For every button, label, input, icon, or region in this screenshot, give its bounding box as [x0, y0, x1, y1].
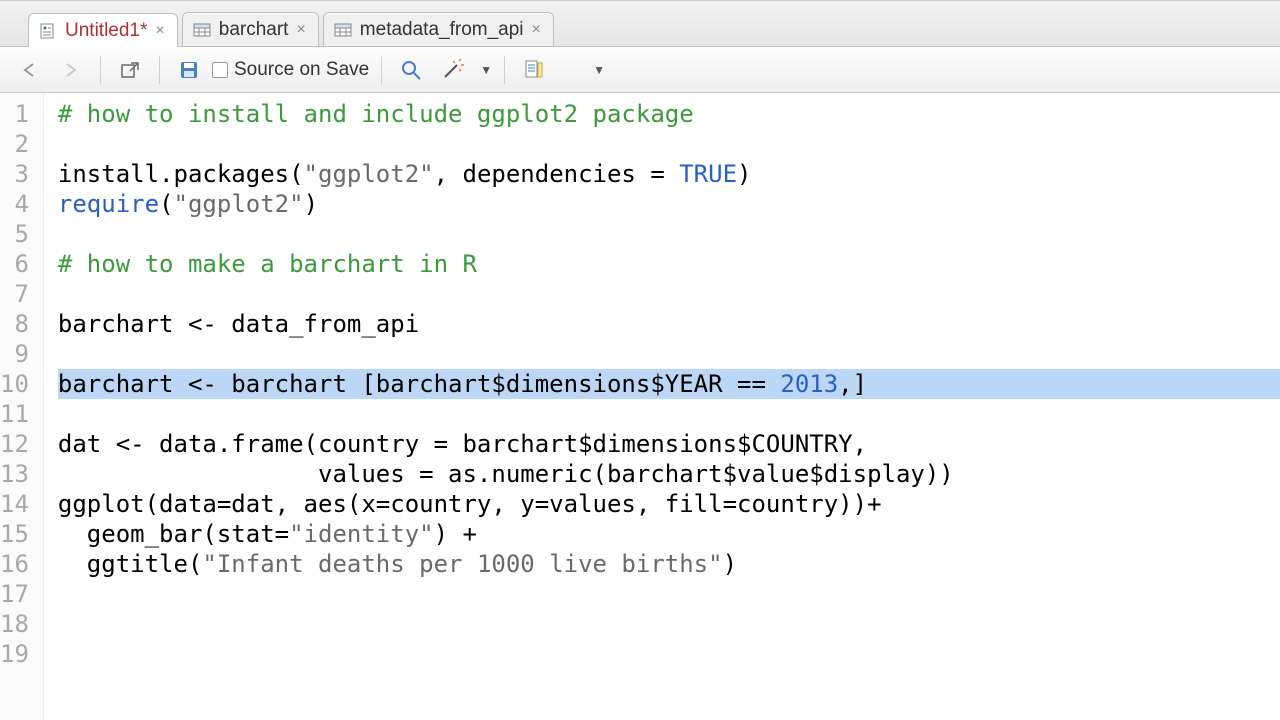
code-area[interactable]: # how to install and include ggplot2 pac…: [44, 93, 1280, 720]
code-line[interactable]: [58, 279, 1280, 309]
code-line[interactable]: dat <- data.frame(country = barchart$dim…: [58, 429, 1280, 459]
tab-label: barchart: [219, 19, 289, 41]
tab-barchart[interactable]: barchart ×: [182, 12, 319, 46]
back-button[interactable]: [14, 55, 48, 85]
code-line[interactable]: geom_bar(stat="identity") +: [58, 519, 1280, 549]
more-dropdown-caret[interactable]: ▼: [593, 63, 605, 77]
code-line[interactable]: [58, 579, 1280, 609]
table-icon: [334, 21, 352, 39]
line-number: 18: [0, 609, 29, 639]
line-number: 12: [0, 429, 29, 459]
toolbar-separator: [100, 56, 101, 84]
tab-metadata-from-api[interactable]: metadata_from_api ×: [323, 12, 554, 46]
source-on-save-toggle[interactable]: Source on Save: [212, 59, 369, 81]
close-icon[interactable]: ×: [155, 22, 164, 40]
line-number: 5: [0, 219, 29, 249]
code-line[interactable]: [58, 399, 1280, 429]
line-number: 17: [0, 579, 29, 609]
line-number: 2: [0, 129, 29, 159]
save-button[interactable]: [172, 55, 206, 85]
checkbox-icon[interactable]: [212, 62, 228, 78]
close-icon[interactable]: ×: [532, 21, 541, 39]
line-number: 14: [0, 489, 29, 519]
table-icon: [193, 21, 211, 39]
tab-bar: Untitled1* × barchart × metadata_from_api ×: [0, 1, 1280, 47]
line-number: 6: [0, 249, 29, 279]
code-line[interactable]: [58, 219, 1280, 249]
code-line[interactable]: ggplot(data=dat, aes(x=country, y=values…: [58, 489, 1280, 519]
code-line[interactable]: # how to make a barchart in R: [58, 249, 1280, 279]
line-number: 3: [0, 159, 29, 189]
code-line[interactable]: require("ggplot2"): [58, 189, 1280, 219]
editor-window: Untitled1* × barchart × metadata_from_api × S…: [0, 0, 1280, 720]
code-line[interactable]: values = as.numeric(barchart$value$displ…: [58, 459, 1280, 489]
toolbar-separator: [381, 56, 382, 84]
code-line[interactable]: [58, 129, 1280, 159]
tab-untitled1[interactable]: Untitled1* ×: [28, 13, 178, 47]
toolbar-separator: [159, 56, 160, 84]
line-number: 9: [0, 339, 29, 369]
editor-toolbar: Source on Save ▼ ▼: [0, 47, 1280, 93]
line-number: 11: [0, 399, 29, 429]
line-number: 1: [0, 99, 29, 129]
code-line[interactable]: ggtitle("Infant deaths per 1000 live bir…: [58, 549, 1280, 579]
close-icon[interactable]: ×: [296, 21, 305, 39]
code-line[interactable]: # how to install and include ggplot2 pac…: [58, 99, 1280, 129]
tab-label: metadata_from_api: [360, 19, 524, 41]
document-button[interactable]: [517, 55, 551, 85]
line-number: 19: [0, 639, 29, 669]
source-on-save-label: Source on Save: [234, 59, 369, 81]
popout-button[interactable]: [113, 55, 147, 85]
code-editor[interactable]: 12345678910111213141516171819 # how to i…: [0, 93, 1280, 720]
forward-button[interactable]: [54, 55, 88, 85]
line-number: 15: [0, 519, 29, 549]
wand-button[interactable]: [434, 55, 474, 85]
toolbar-separator: [504, 56, 505, 84]
line-number: 13: [0, 459, 29, 489]
line-number: 7: [0, 279, 29, 309]
line-number-gutter: 12345678910111213141516171819: [0, 93, 44, 720]
code-line[interactable]: install.packages("ggplot2", dependencies…: [58, 159, 1280, 189]
line-number: 8: [0, 309, 29, 339]
code-line[interactable]: barchart <- barchart [barchart$dimension…: [58, 369, 1280, 399]
code-line[interactable]: [58, 339, 1280, 369]
line-number: 10: [0, 369, 29, 399]
wand-dropdown-caret[interactable]: ▼: [480, 63, 492, 77]
line-number: 16: [0, 549, 29, 579]
code-line[interactable]: barchart <- data_from_api: [58, 309, 1280, 339]
script-icon: [39, 22, 57, 40]
line-number: 4: [0, 189, 29, 219]
tab-label: Untitled1*: [65, 20, 147, 42]
find-button[interactable]: [394, 55, 428, 85]
